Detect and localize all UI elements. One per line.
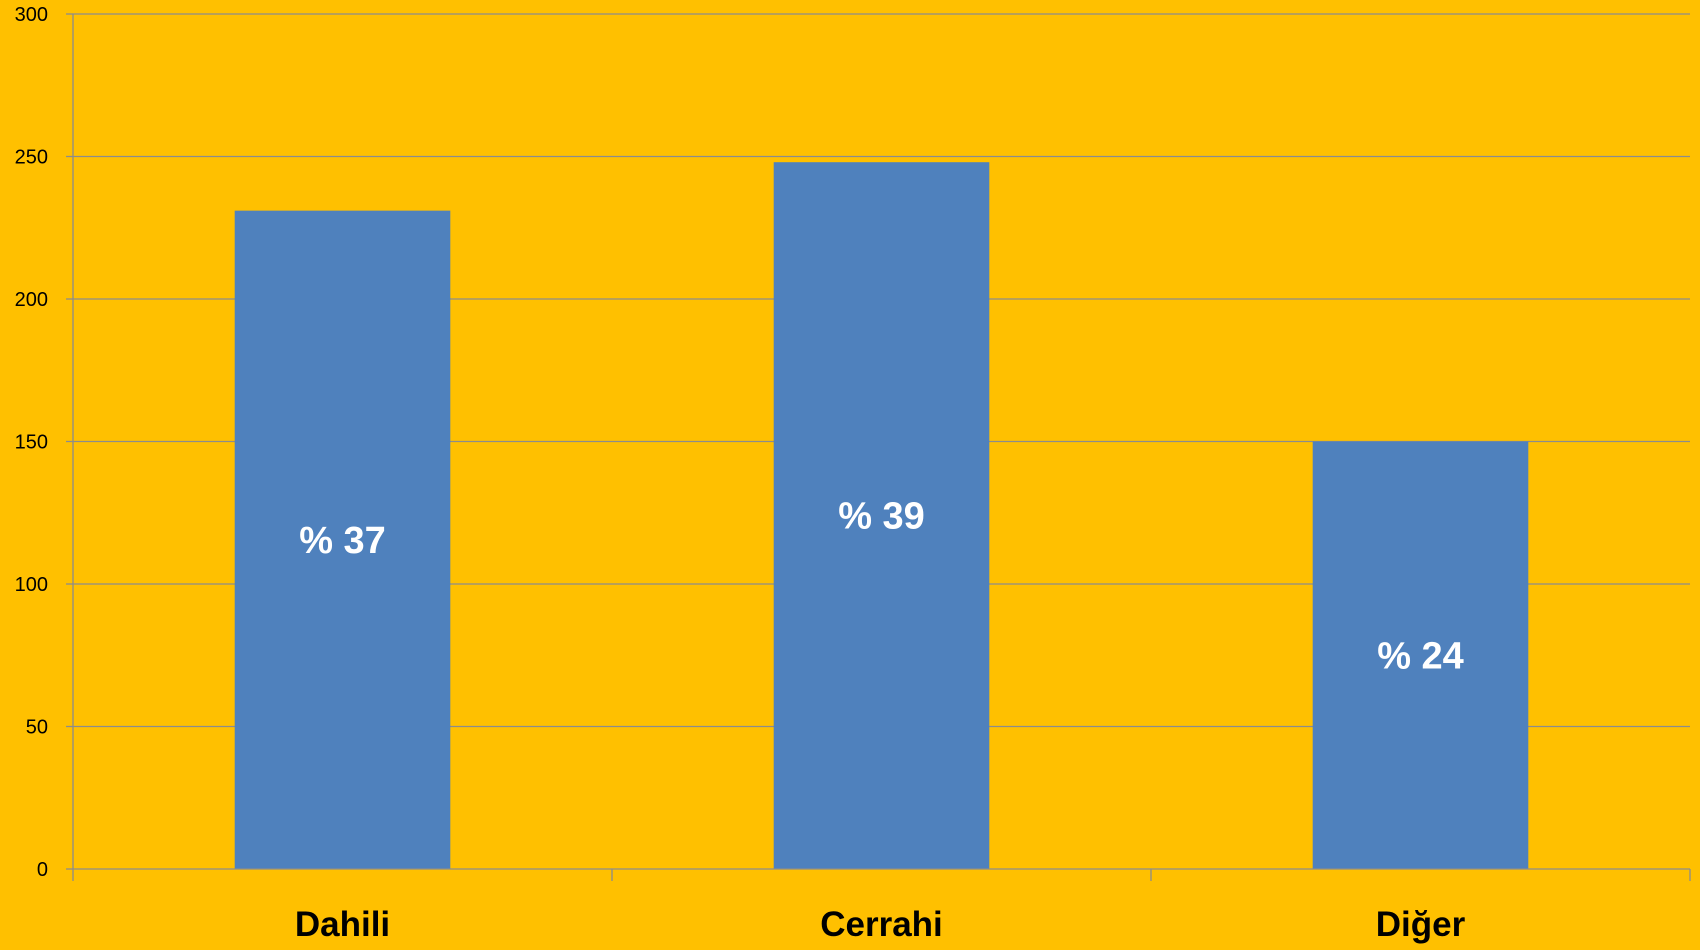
y-tick-label: 150 [15, 432, 48, 454]
data-label: % 24 [1377, 635, 1464, 677]
y-axis-ticks: 0 50 100 150 200 250 300 [15, 4, 48, 881]
y-tick-label: 300 [15, 4, 48, 26]
axes [66, 13, 1691, 881]
bar [234, 210, 451, 869]
bar [773, 162, 990, 869]
y-tick-label: 100 [15, 574, 48, 596]
data-label: % 37 [299, 520, 386, 562]
data-label: % 39 [838, 496, 925, 538]
y-tick-label: 0 [37, 859, 48, 881]
x-tick-label: Dahili [295, 905, 390, 944]
x-tick-label: Diğer [1376, 905, 1466, 944]
y-tick-label: 250 [15, 147, 48, 169]
data-labels: % 37 % 39 % 24 [299, 496, 1464, 678]
y-tick-label: 200 [15, 289, 48, 311]
x-tick-label: Cerrahi [820, 905, 943, 944]
y-tick-label: 50 [26, 717, 48, 739]
bar [1312, 441, 1529, 869]
bars [234, 162, 1529, 869]
x-axis-ticks: Dahili Cerrahi Diğer [295, 905, 1466, 944]
